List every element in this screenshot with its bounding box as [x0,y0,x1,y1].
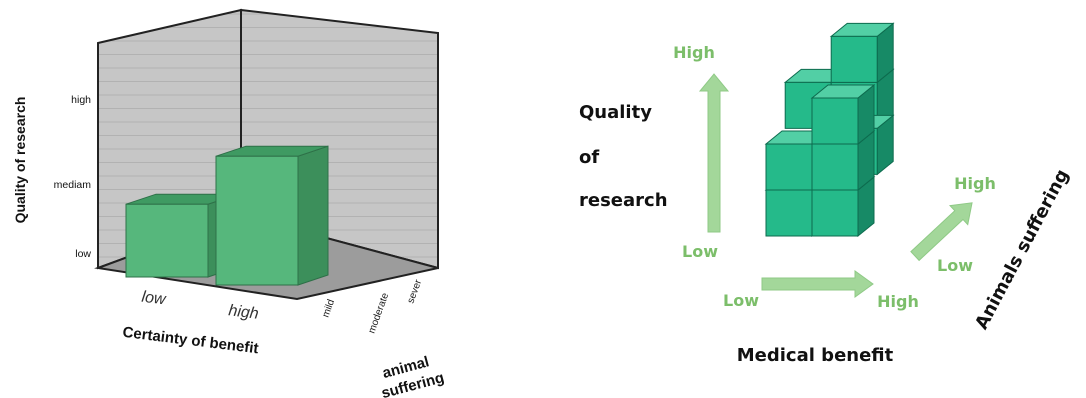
suffering-high-label: High [954,174,996,193]
cube-front [811,97,859,145]
benefit-axis-label: Medical benefit [737,345,894,366]
y-tick-label: low [75,248,91,260]
cube-front [811,189,859,237]
benefit-low-label: Low [723,291,759,310]
cube-front [811,143,859,191]
bar-high [215,145,329,286]
y-axis-label: Quality of research [12,97,28,224]
quality-low-label: Low [682,242,718,261]
cube-stack [764,22,895,238]
bar-side [297,145,329,286]
benefit-arrow [761,270,874,298]
x-axis-label: Certainty of benefit [122,324,260,358]
benefit-high-label: High [877,292,919,311]
bar-front [215,155,299,286]
cube-front [765,189,813,237]
concept-diagram: Quality of research High Low Low High Me… [579,22,1073,366]
z-tick-label: sever [405,278,424,305]
bars [125,145,329,286]
cube [810,83,876,146]
quality-label-line-1: Quality [579,102,652,123]
suffering-low-label: Low [937,256,973,275]
z-tick-label: mild [320,298,337,319]
cube [829,22,895,84]
quality-arrow [698,73,730,233]
suffering-arrow [910,202,973,262]
quality-label-line-3: research [579,190,668,211]
quality-high-label: High [673,43,715,62]
y-tick-label: high [71,94,91,106]
x-tick-label: low [141,289,168,309]
bar-chart-3d: Quality of research high mediam low low … [12,8,446,398]
x-tick-label: high [228,302,260,323]
quality-label-line-2: of [579,147,599,168]
y-tick-label: mediam [54,179,92,191]
bar-front [125,203,209,278]
cube-front [830,35,878,83]
z-tick-label: moderate [366,291,391,335]
cube-front [765,143,813,191]
